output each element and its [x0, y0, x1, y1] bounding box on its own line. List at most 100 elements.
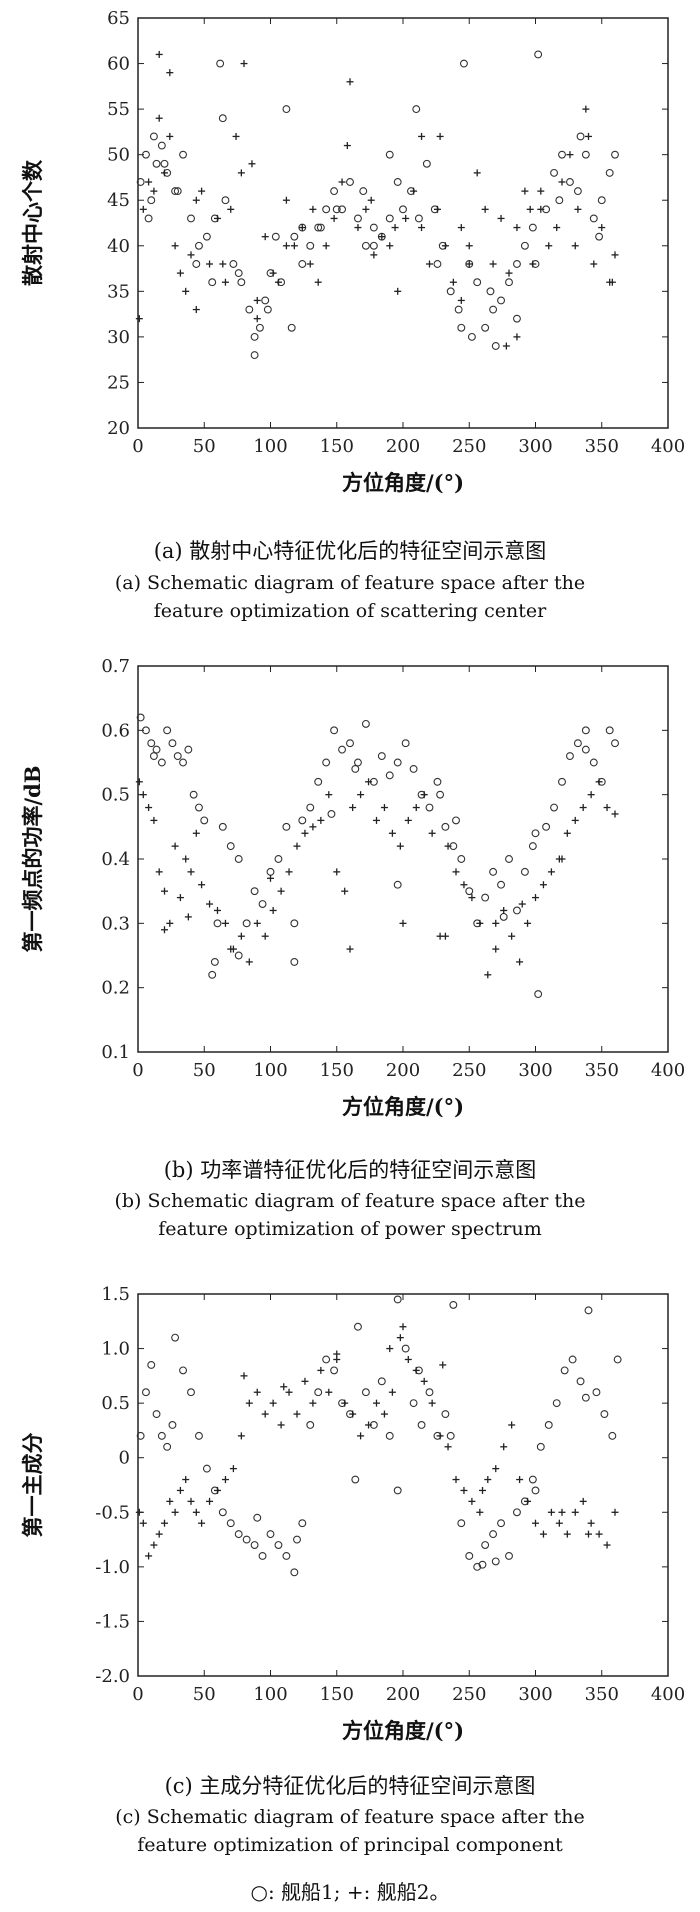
chart-a-ytick-label: 45	[107, 190, 130, 211]
chart-c-point-ship2	[245, 1399, 253, 1407]
chart-b-point-ship1	[242, 919, 251, 928]
chart-b-point-ship2	[412, 804, 420, 812]
chart-a-point-ship2	[269, 269, 277, 277]
chart-a-point-ship1	[581, 150, 590, 159]
chart-a-point-ship2	[150, 187, 158, 195]
chart-b-point-ship1	[314, 777, 323, 786]
chart-c-point-ship1	[290, 1568, 299, 1577]
chart-a-point-ship1	[157, 141, 166, 150]
chart-c-point-ship2	[237, 1432, 245, 1440]
chart-b-point-ship2	[139, 791, 147, 799]
chart-a-point-ship1	[136, 178, 145, 186]
chart-a-point-ship2	[354, 224, 362, 232]
chart-a-point-ship1	[237, 278, 246, 287]
chart-b-point-ship1	[234, 951, 243, 960]
chart-b-point-ship2	[441, 932, 449, 940]
chart-a-xtick-label: 200	[386, 436, 420, 457]
chart-c-ytick-label: 0	[119, 1448, 130, 1469]
chart-c-xtick-label: 150	[320, 1684, 354, 1705]
chart-c-point-ship1	[179, 1366, 188, 1375]
chart-b-point-ship1	[258, 900, 267, 908]
chart-a-point-ship2	[343, 142, 351, 150]
chart-b-point-ship1	[208, 970, 217, 979]
chart-c-xtick-label: 300	[518, 1684, 552, 1705]
chart-b-ytick-label: 0.1	[101, 1042, 130, 1063]
chart-b-point-ship2	[166, 919, 174, 927]
chart-a-point-ship1	[512, 260, 521, 268]
chart-c-point-ship2	[420, 1377, 428, 1385]
chart-c-point-ship2	[214, 1486, 221, 1494]
chart-a-point-ship2	[166, 69, 174, 77]
chart-b-point-ship1	[512, 906, 521, 915]
chart-a-point-ship2	[198, 187, 206, 195]
chart-a-point-ship2	[362, 205, 370, 213]
chart-a-xtick-label: 350	[585, 436, 619, 457]
chart-a-point-ship1	[550, 168, 558, 177]
chart-a-point-ship1	[187, 214, 195, 223]
chart-c-point-ship1	[157, 1431, 166, 1440]
caption-b-en-line1: (b) Schematic diagram of feature space a…	[114, 1190, 586, 1212]
chart-a-point-ship2	[282, 196, 290, 204]
chart-a-point-ship2	[309, 205, 317, 213]
chart-b-point-ship1	[226, 842, 235, 851]
chart-c-point-ship1	[600, 1410, 609, 1419]
chart-a-point-ship2	[608, 278, 616, 286]
chart-a-point-ship2	[410, 187, 418, 195]
chart-b-point-ship1	[528, 842, 537, 851]
chart-a-point-ship2	[306, 260, 314, 268]
chart-b-point-ship2	[171, 842, 179, 850]
chart-b-point-ship1	[385, 771, 394, 780]
chart-c-point-ship2	[150, 1541, 158, 1549]
chart-c-ytick-label: 1.5	[101, 1284, 130, 1305]
chart-a-point-ship1	[611, 150, 619, 159]
chart-a-point-ship2	[449, 278, 457, 286]
chart-c-point-ship1	[250, 1541, 259, 1549]
chart-a-ytick-label: 60	[107, 54, 130, 75]
chart-b-point-ship1	[179, 758, 188, 767]
chart-a-point-ship1	[332, 205, 341, 214]
chart-a-point-ship2	[571, 242, 579, 250]
chart-b-point-ship1	[327, 810, 336, 818]
chart-c-point-ship1	[330, 1366, 339, 1375]
chart-b-point-ship1	[147, 739, 156, 748]
chart-a-point-ship2	[161, 169, 168, 177]
chart-b-point-ship1	[361, 719, 370, 728]
scatter-chart-a: 0 50 100 150 200 250 300 350 400 20 25 30 35 40 45 50 55…	[20, 8, 685, 495]
chart-c-point-ship2	[373, 1399, 380, 1407]
chart-c-point-ship2	[206, 1497, 214, 1505]
chart-panel-c: 0 50 100 150 200 250 300 350 400 -2.0 -1.5 -1.0 -0.5…	[0, 1260, 700, 1880]
chart-b-point-ship1	[346, 739, 354, 748]
chart-c-point-ship1	[163, 1442, 172, 1451]
chart-b-point-ship2	[420, 791, 428, 799]
chart-a-point-ship1	[454, 305, 463, 314]
chart-c-point-ship2	[563, 1530, 571, 1538]
chart-b-point-ship2	[492, 945, 500, 953]
chart-c-point-ship2	[460, 1486, 468, 1494]
chart-c-point-ship1	[266, 1530, 275, 1539]
chart-b-x-axis-title: 方位角度/(°)	[342, 1094, 464, 1119]
chart-c-point-ship2	[221, 1476, 229, 1484]
chart-c-point-ship2	[145, 1552, 153, 1560]
chart-a-point-ship2	[314, 278, 322, 286]
chart-b-xtick-label: 300	[518, 1060, 552, 1081]
chart-a-point-ship2	[248, 160, 256, 168]
caption-c-en-line1: (c) Schematic diagram of feature space a…	[115, 1806, 585, 1828]
chart-a-point-ship2	[139, 205, 147, 213]
chart-a-point-ship1	[261, 296, 270, 305]
chart-a-point-ship1	[369, 223, 378, 232]
chart-b-point-ship2	[182, 855, 190, 863]
chart-a-plot-frame	[137, 17, 669, 429]
chart-a-point-ship1	[152, 159, 161, 168]
chart-c-point-ship2	[171, 1508, 179, 1516]
chart-b-point-ship2	[206, 900, 214, 908]
chart-a-point-ship1	[287, 323, 296, 332]
chart-a-point-ship2	[187, 251, 195, 259]
chart-b-point-ship2	[187, 868, 195, 876]
chart-b-point-ship2	[269, 906, 277, 914]
chart-a-point-ship1	[221, 196, 230, 205]
chart-c-x-axis-title: 方位角度/(°)	[342, 1718, 464, 1743]
chart-a-ytick-label: 35	[107, 281, 130, 302]
chart-c-point-ship2	[492, 1465, 500, 1473]
chart-c-xtick-label: 400	[651, 1684, 685, 1705]
chart-a-point-ship2	[338, 178, 346, 186]
